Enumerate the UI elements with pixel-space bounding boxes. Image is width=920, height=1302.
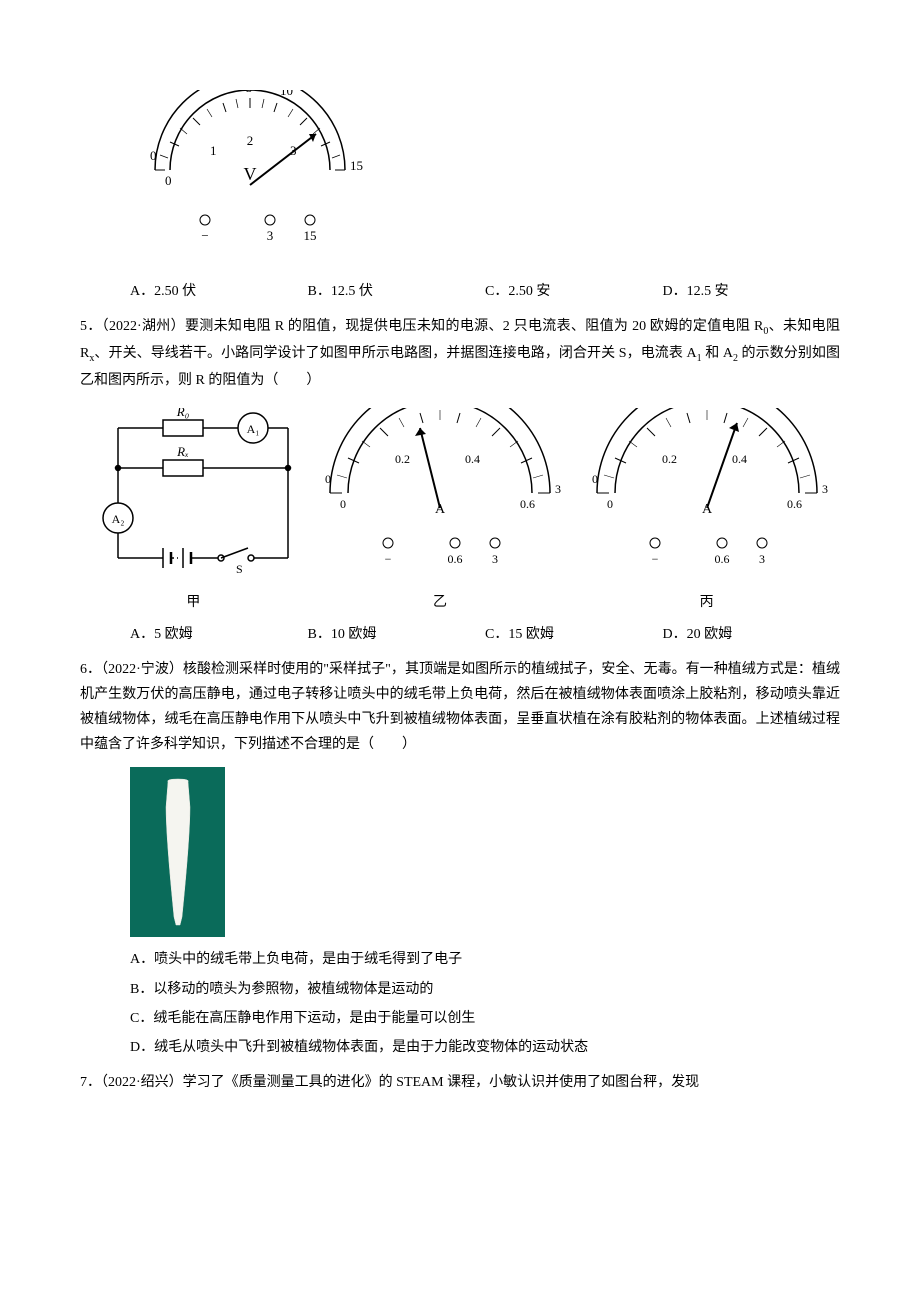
option-b: B．以移动的喷头为参照物，被植绒物体是运动的 bbox=[130, 977, 840, 1002]
swab-image bbox=[130, 767, 225, 937]
svg-text:0: 0 bbox=[592, 472, 598, 486]
svg-text:2: 2 bbox=[460, 408, 466, 411]
q6-num: 6． bbox=[80, 662, 101, 677]
terminal-label: 3 bbox=[267, 228, 274, 243]
r0-label: R₀ bbox=[176, 408, 189, 419]
svg-text:0: 0 bbox=[325, 472, 331, 486]
option-d: D．12.5 安 bbox=[663, 279, 841, 304]
q5-options: A．5 欧姆 B．10 欧姆 C．15 欧姆 D．20 欧姆 bbox=[130, 622, 840, 647]
q5-figures: R₀ Rₓ A₁ A₂ S 甲 bbox=[80, 408, 840, 615]
svg-text:3: 3 bbox=[555, 482, 561, 496]
label-yi: 乙 bbox=[310, 590, 570, 615]
svg-text:1: 1 bbox=[684, 408, 690, 411]
tick-label: 15 bbox=[350, 158, 363, 173]
svg-text:0.6: 0.6 bbox=[447, 552, 462, 566]
option-a: A．喷头中的绒毛带上负电荷，是由于绒毛得到了电子 bbox=[130, 947, 840, 972]
label-jia: 甲 bbox=[83, 590, 303, 615]
svg-text:3: 3 bbox=[822, 482, 828, 496]
tick-label: 2 bbox=[247, 133, 254, 148]
q6-source: （2022·宁波） bbox=[101, 662, 183, 677]
q4-options: A．2.50 伏 B．12.5 伏 C．2.50 安 D．12.5 安 bbox=[130, 279, 840, 304]
q7-num: 7． bbox=[80, 1075, 101, 1090]
a1-label: A₁ bbox=[247, 422, 260, 436]
q5-num: 5． bbox=[80, 319, 102, 334]
option-d: D．绒毛从喷头中飞升到被植绒物体表面，是由于力能改变物体的运动状态 bbox=[130, 1035, 840, 1060]
option-c: C．2.50 安 bbox=[485, 279, 663, 304]
svg-text:1: 1 bbox=[417, 408, 423, 411]
option-a: A．2.50 伏 bbox=[130, 279, 308, 304]
rx-label: Rₓ bbox=[177, 444, 190, 459]
terminal-label: 15 bbox=[304, 228, 317, 243]
option-b: B．12.5 伏 bbox=[308, 279, 486, 304]
option-c: C．15 欧姆 bbox=[485, 622, 663, 647]
q6-options: A．喷头中的绒毛带上负电荷，是由于绒毛得到了电子 B．以移动的喷头为参照物，被植… bbox=[130, 947, 840, 1060]
svg-text:0.2: 0.2 bbox=[662, 452, 677, 466]
circuit-jia: R₀ Rₓ A₁ A₂ S 甲 bbox=[83, 408, 303, 615]
svg-text:A: A bbox=[702, 502, 713, 517]
option-d: D．20 欧姆 bbox=[663, 622, 841, 647]
option-b: B．10 欧姆 bbox=[308, 622, 486, 647]
tick-label: 1 bbox=[210, 143, 217, 158]
gauge-yi: 0 1 2 3 0 0.2 0.4 0.6 A − 0.6 3 乙 bbox=[310, 408, 570, 615]
label-bing: 丙 bbox=[577, 590, 837, 615]
svg-text:0: 0 bbox=[607, 497, 613, 511]
unit-label: V bbox=[244, 164, 257, 184]
q5-source: （2022·湖州） bbox=[102, 319, 185, 334]
tick-label: 0 bbox=[150, 148, 157, 163]
option-a: A．5 欧姆 bbox=[130, 622, 308, 647]
svg-text:0.6: 0.6 bbox=[714, 552, 729, 566]
svg-text:0.4: 0.4 bbox=[465, 452, 480, 466]
q6-text: 6．（2022·宁波）核酸检测采样时使用的"采样拭子"，其顶端是如图所示的植绒拭… bbox=[80, 657, 840, 758]
svg-text:0.2: 0.2 bbox=[395, 452, 410, 466]
s-label: S bbox=[236, 562, 243, 573]
tick-label: 10 bbox=[280, 90, 293, 98]
svg-text:A: A bbox=[435, 502, 446, 517]
a2-label: A₂ bbox=[112, 512, 125, 526]
svg-text:3: 3 bbox=[759, 552, 765, 566]
option-c: C．绒毛能在高压静电作用下运动，是由于能量可以创生 bbox=[130, 1006, 840, 1031]
q7-text: 7．（2022·绍兴）学习了《质量测量工具的进化》的 STEAM 课程，小敏认识… bbox=[80, 1070, 840, 1095]
svg-text:0.6: 0.6 bbox=[520, 497, 535, 511]
svg-text:0.6: 0.6 bbox=[787, 497, 802, 511]
q7-source: （2022·绍兴） bbox=[101, 1075, 183, 1090]
terminal-label: − bbox=[201, 228, 208, 243]
tick-label: 3 bbox=[290, 143, 297, 158]
q5-text: 5．（2022·湖州）要测未知电阻 R 的阻值，现提供电压未知的电源、2 只电流… bbox=[80, 314, 840, 393]
q4-gauge: 0 5 10 15 0 1 2 3 V − 3 15 bbox=[130, 90, 840, 269]
svg-text:0.4: 0.4 bbox=[732, 452, 747, 466]
gauge-bing: 0 1 2 3 0 0.2 0.4 0.6 A − 0.6 3 丙 bbox=[577, 408, 837, 615]
tick-label: 5 bbox=[246, 90, 253, 95]
svg-text:3: 3 bbox=[492, 552, 498, 566]
svg-text:0: 0 bbox=[340, 497, 346, 511]
svg-text:−: − bbox=[651, 552, 658, 566]
svg-text:2: 2 bbox=[727, 408, 733, 411]
svg-text:−: − bbox=[385, 552, 392, 566]
tick-label: 0 bbox=[165, 173, 172, 188]
